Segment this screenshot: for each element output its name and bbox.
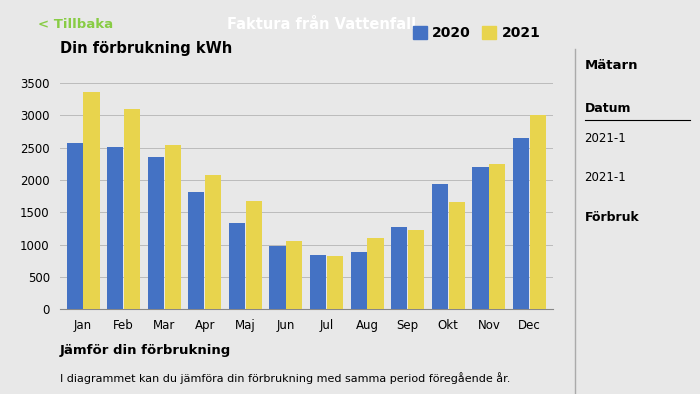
Bar [148, 157, 164, 309]
Bar [229, 223, 245, 309]
Bar [246, 201, 262, 309]
Text: Datum: Datum [584, 102, 631, 115]
Bar [391, 227, 407, 309]
Bar [66, 143, 83, 309]
Text: Förbruk: Förbruk [584, 211, 639, 224]
Bar [270, 246, 286, 309]
Bar [286, 241, 302, 309]
Text: 2021-1: 2021-1 [584, 171, 626, 184]
Text: Jämför din förbrukning: Jämför din förbrukning [60, 344, 231, 357]
Text: Din förbrukning kWh: Din förbrukning kWh [60, 41, 232, 56]
Bar [164, 145, 181, 309]
Bar [205, 175, 221, 309]
Bar [124, 109, 140, 309]
Bar [513, 138, 529, 309]
Bar [530, 115, 546, 309]
Text: Mätarn: Mätarn [584, 59, 638, 72]
Bar [408, 230, 424, 309]
Text: < Tillbaka: < Tillbaka [38, 18, 113, 31]
Legend: 2020, 2021: 2020, 2021 [407, 20, 546, 46]
Bar [83, 92, 99, 309]
Bar [310, 255, 326, 309]
Bar [327, 256, 343, 309]
Bar [473, 167, 489, 309]
Text: I diagrammet kan du jämföra din förbrukning med samma period föregående år.: I diagrammet kan du jämföra din förbrukn… [60, 372, 510, 384]
Bar [368, 238, 384, 309]
Bar [489, 164, 505, 309]
Bar [188, 192, 204, 309]
Bar [449, 202, 465, 309]
Text: Faktura från Vattenfall: Faktura från Vattenfall [228, 17, 416, 32]
Bar [107, 147, 123, 309]
Bar [351, 253, 367, 309]
Text: 2021-1: 2021-1 [584, 132, 626, 145]
Bar [432, 184, 448, 309]
